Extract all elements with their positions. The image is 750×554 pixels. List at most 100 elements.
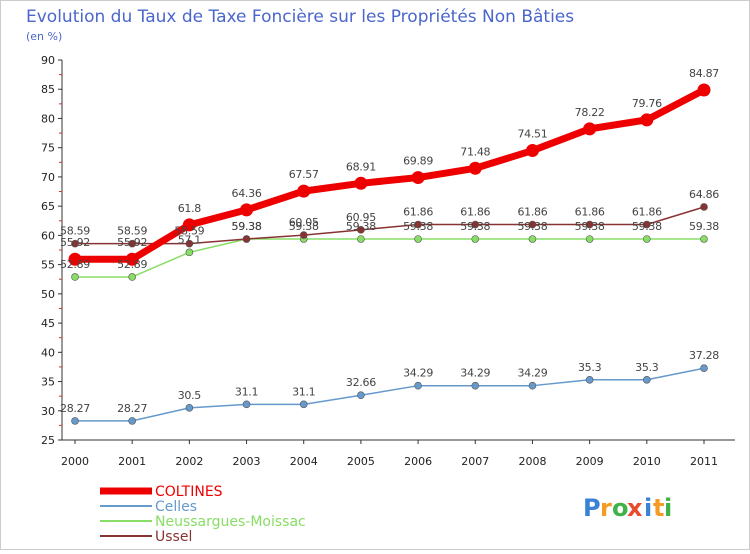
data-point	[525, 144, 539, 158]
data-label: 59.38	[517, 220, 547, 233]
data-point	[185, 404, 194, 412]
data-label: 31.1	[292, 385, 315, 398]
data-label: 60.95	[346, 211, 376, 224]
data-point	[643, 235, 651, 243]
data-label: 30.5	[178, 389, 202, 402]
legend-item: Neussargues-Moissac	[100, 514, 306, 530]
legend-label: Celles	[155, 499, 197, 515]
y-tick-label: 35	[41, 376, 55, 389]
data-label: 35.3	[635, 361, 659, 374]
data-label: 59.38	[689, 220, 719, 233]
series-line	[74, 206, 705, 245]
chart-title: Evolution du Taux de Taxe Foncière sur l…	[26, 7, 574, 27]
data-point	[128, 417, 136, 425]
data-point	[414, 381, 422, 390]
proxiti-logo: Pr ox i t i	[583, 494, 673, 522]
data-label: 52.89	[117, 258, 147, 271]
data-point	[71, 417, 79, 425]
legend-label: COLTINES	[155, 484, 223, 500]
legend-label: Neussargues-Moissac	[155, 514, 306, 530]
data-label: 60.05	[289, 216, 319, 229]
data-point	[185, 248, 194, 257]
data-point	[583, 122, 597, 136]
legend-label: Ussel	[155, 529, 192, 545]
logo-letter: P	[583, 494, 601, 522]
data-point	[71, 273, 79, 281]
x-tick-label: 2004	[290, 455, 318, 468]
x-tick-label: 2008	[518, 455, 546, 468]
data-label: 35.3	[578, 361, 602, 374]
data-label: 59.38	[632, 220, 662, 233]
logo-letter: i	[664, 494, 673, 522]
data-label: 34.29	[403, 367, 433, 380]
series-ussel	[71, 203, 708, 248]
data-point	[700, 203, 708, 211]
data-label: 61.86	[403, 206, 433, 219]
data-label: 37.28	[689, 349, 719, 362]
y-tick-label: 90	[41, 54, 55, 67]
data-label: 79.76	[632, 97, 662, 110]
data-point	[471, 220, 480, 229]
data-label: 67.57	[289, 168, 319, 181]
data-point	[411, 171, 425, 185]
data-label: 74.51	[517, 128, 547, 141]
data-label: 59.38	[575, 220, 605, 233]
data-point	[299, 231, 308, 239]
y-tick-label: 70	[41, 171, 55, 184]
data-point	[354, 176, 368, 190]
data-label: 58.59	[117, 225, 147, 238]
data-label: 59.38	[460, 220, 490, 233]
data-label: 58.59	[60, 225, 90, 238]
y-tick-label: 25	[41, 434, 55, 447]
legend-item: Celles	[100, 499, 197, 515]
chart-subtitle: (en %)	[26, 30, 62, 43]
data-point	[700, 364, 708, 373]
data-label: 61.86	[632, 206, 662, 219]
data-point	[585, 375, 594, 384]
data-label: 61.86	[460, 206, 490, 219]
axes-layer: 25 30 35 40 45 50 55 60 65 70 75 80 85 90 2000 2001 2002…	[41, 54, 735, 468]
legend-item: COLTINES	[100, 484, 223, 500]
data-label: 69.89	[403, 155, 433, 168]
data-point	[357, 391, 365, 400]
data-label: 31.1	[235, 385, 258, 398]
data-point	[125, 252, 139, 266]
y-tick-label: 80	[41, 112, 55, 125]
data-point	[643, 375, 651, 384]
data-label: 32.66	[346, 376, 376, 389]
x-tick-label: 2003	[233, 455, 261, 468]
data-point	[528, 381, 537, 390]
y-tick-label: 85	[41, 83, 55, 96]
y-tick-label: 75	[41, 142, 55, 155]
y-tick-label: 40	[41, 346, 55, 359]
data-point	[414, 235, 422, 243]
data-point	[68, 252, 82, 266]
data-label: 61.86	[575, 206, 605, 219]
y-tick-label: 65	[41, 200, 55, 213]
data-point	[128, 273, 136, 281]
data-label: 55.92	[60, 236, 90, 249]
y-tick-label: 55	[41, 259, 55, 272]
data-point	[697, 83, 711, 97]
data-label: 64.36	[232, 187, 262, 200]
data-point	[643, 220, 651, 229]
data-point	[585, 220, 594, 229]
data-label: 68.91	[346, 160, 376, 173]
y-tick-label: 50	[41, 288, 55, 301]
data-label: 59.38	[346, 220, 376, 233]
y-tick-label: 60	[41, 229, 55, 242]
x-tick-label: 2011	[690, 455, 718, 468]
data-label: 52.89	[60, 258, 90, 271]
series-line	[74, 367, 705, 422]
data-point	[471, 235, 480, 243]
data-point	[185, 239, 194, 248]
data-label: 59.38	[403, 220, 433, 233]
data-point	[128, 239, 136, 248]
data-label: 64.86	[689, 188, 719, 201]
data-point	[242, 235, 251, 243]
data-point	[585, 235, 594, 243]
series-line	[71, 86, 708, 263]
data-point	[700, 235, 708, 243]
